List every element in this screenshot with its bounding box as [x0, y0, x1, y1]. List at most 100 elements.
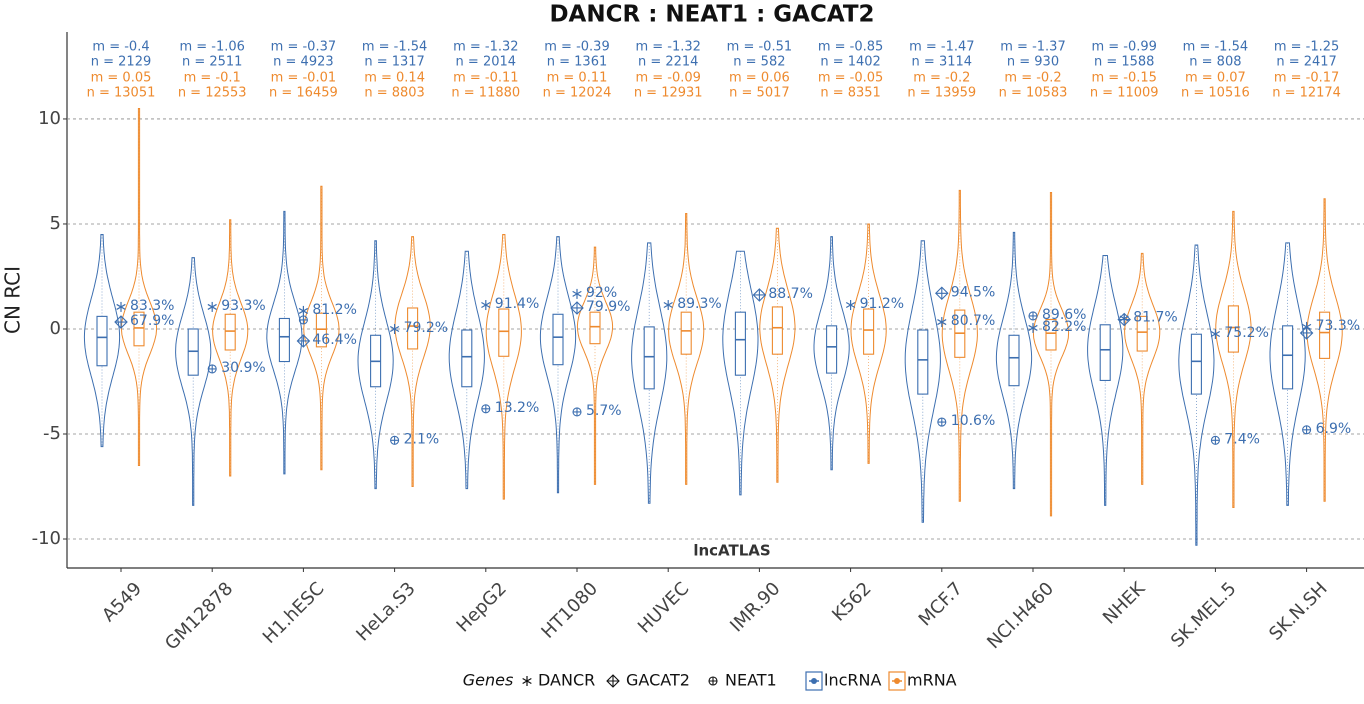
violin: [448, 250, 485, 490]
legend-label: GACAT2: [626, 671, 690, 690]
box: [589, 311, 601, 345]
count-label: n = 10583: [999, 86, 1068, 101]
box: [552, 313, 564, 366]
median-label: m = -0.09: [635, 71, 700, 86]
asterisk-stroke: [1210, 331, 1221, 338]
legend-key-dot: [811, 678, 817, 684]
y-tick-label: 5: [50, 213, 61, 234]
x-tick-label: SK.MEL.5: [1167, 578, 1241, 652]
gene-percent-label: 81.2%: [312, 302, 356, 318]
violin: [1124, 252, 1161, 485]
box: [734, 311, 746, 376]
legend-label: NEAT1: [725, 671, 777, 690]
gene-marker: [481, 404, 491, 414]
gene-percent-label: 91.2%: [860, 296, 904, 312]
count-label: n = 808: [1189, 55, 1241, 70]
x-tick-label: K562: [828, 578, 875, 625]
gene-percent-label: 79.2%: [404, 320, 448, 336]
median-label: m = -0.01: [271, 71, 336, 86]
median-label: m = -1.32: [453, 40, 518, 55]
box: [1008, 334, 1020, 387]
gene-percent-label: 13.2%: [495, 400, 539, 416]
gene-marker: [114, 315, 128, 329]
plus: [297, 334, 310, 347]
median-label: m = 0.05: [91, 71, 152, 86]
median-label: m = 0.06: [729, 71, 790, 86]
diamond: [1117, 312, 1131, 327]
gene-percent-label: 73.3%: [1316, 318, 1360, 334]
gene-marker: [522, 676, 532, 686]
median-label: m = -0.39: [544, 40, 609, 55]
x-tick-label: IMR.90: [726, 578, 784, 636]
violin: [631, 242, 668, 504]
count-label: n = 5017: [729, 86, 789, 101]
count-label: n = 2014: [456, 55, 516, 70]
gene-percent-label: 5.7%: [586, 403, 622, 419]
median-label: m = -0.11: [453, 71, 518, 86]
gene-percent-label: 67.9%: [130, 313, 174, 329]
y-tick-label: -5: [43, 423, 61, 444]
plus: [709, 677, 717, 685]
box: [461, 329, 473, 388]
plus: [937, 418, 946, 427]
y-tick-label: 0: [50, 318, 61, 339]
gene-marker: [845, 300, 856, 311]
asterisk-stroke: [481, 302, 491, 309]
x-tick-label: GM12878: [161, 578, 237, 654]
box: [1136, 315, 1148, 352]
median-label: m = 0.11: [547, 71, 608, 86]
violin: [850, 223, 887, 464]
x-tick-label: HT1080: [537, 578, 602, 643]
gene-marker: [1117, 312, 1131, 327]
gene-marker: [937, 317, 947, 328]
asterisk-stroke: [116, 303, 126, 310]
asterisk-stroke: [1028, 324, 1038, 331]
plus: [935, 287, 948, 300]
y-tick-label: 10: [38, 108, 61, 129]
count-label: n = 582: [733, 55, 785, 70]
violin: [1087, 255, 1124, 506]
plus: [1302, 425, 1311, 434]
gene-marker: [298, 305, 309, 316]
plus: [390, 436, 399, 445]
violin: [941, 189, 978, 502]
violin: [357, 240, 394, 490]
plus: [1029, 311, 1037, 320]
gene-percent-label: 89.6%: [1042, 307, 1086, 323]
violin: [759, 227, 796, 483]
box: [1045, 318, 1057, 351]
x-tick-label: HepG2: [453, 578, 511, 636]
gene-percent-label: 10.6%: [951, 413, 995, 429]
plus: [1211, 436, 1220, 445]
plus: [481, 404, 490, 413]
gene-marker: [481, 300, 491, 311]
chart-title: DANCR : NEAT1 : GACAT2: [549, 2, 874, 28]
gene-percent-label: 79.9%: [586, 299, 630, 315]
count-label: n = 12174: [1272, 86, 1341, 101]
gene-percent-label: 93.3%: [221, 298, 265, 314]
violin: [904, 240, 941, 523]
gene-percent-label: 30.9%: [221, 360, 265, 376]
median-label: m = 0.14: [364, 71, 425, 86]
gene-percent-label: 80.7%: [951, 313, 995, 329]
box: [315, 312, 327, 348]
plus: [208, 364, 217, 373]
box: [1099, 324, 1111, 381]
plus: [299, 315, 308, 324]
median-label: m = -1.37: [1000, 40, 1065, 55]
median-label: m = -0.37: [271, 40, 336, 55]
median-label: m = -0.4: [92, 40, 149, 55]
plus: [1300, 326, 1313, 339]
median-label: m = -1.25: [1274, 40, 1339, 55]
count-label: n = 1402: [820, 55, 880, 70]
count-label: n = 3114: [912, 55, 972, 70]
box: [680, 311, 692, 355]
count-label: n = 2511: [182, 55, 242, 70]
gene-percent-label: 88.7%: [768, 286, 812, 302]
gene-percent-label: 75.2%: [1224, 325, 1268, 341]
median-label: m = -0.51: [727, 40, 792, 55]
median-label: m = -0.2: [913, 71, 970, 86]
violin: [212, 219, 249, 477]
median-label: m = -1.54: [362, 40, 427, 55]
